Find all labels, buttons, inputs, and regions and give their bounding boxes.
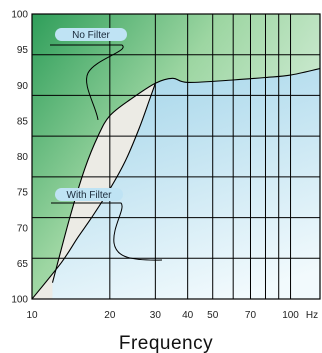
x-tick-labels: 10 20 30 40 50 70 100 — [26, 310, 299, 321]
x-tick-label: 100 — [282, 310, 299, 321]
y-tick-label: 95 — [17, 45, 29, 56]
x-tick-label: 40 — [182, 310, 194, 321]
y-tick-label: 75 — [17, 188, 29, 199]
y-tick-label: 85 — [17, 116, 29, 127]
callout-pill — [55, 28, 127, 41]
legend-callouts: No Filter With Filter — [50, 28, 163, 261]
callout-no-filter: No Filter — [50, 28, 127, 120]
callout-label: No Filter — [72, 30, 110, 41]
y-tick-label: 100 — [11, 295, 28, 306]
x-tick-label: 10 — [26, 310, 38, 321]
y-tick-labels: 100 95 90 85 80 75 70 65 100 — [11, 10, 28, 306]
plot-frame — [31, 13, 321, 300]
x-axis-title: Frequency — [119, 333, 213, 353]
y-tick-label: 80 — [17, 152, 29, 163]
callout-leader-line — [51, 202, 163, 261]
y-tick-label: 65 — [17, 259, 29, 270]
x-tick-label: 30 — [150, 310, 162, 321]
y-tick-label: 70 — [17, 223, 29, 234]
x-tick-label: 70 — [245, 310, 257, 321]
x-unit-label: Hz — [306, 310, 318, 321]
callout-leader-line — [50, 44, 124, 120]
callout-pill — [55, 188, 123, 201]
y-tick-label: 90 — [17, 81, 29, 92]
x-tick-label: 50 — [207, 310, 219, 321]
x-tick-label: 20 — [104, 310, 116, 321]
vertical-gridlines — [109, 14, 292, 299]
callout-with-filter: With Filter — [51, 188, 163, 261]
callout-label: With Filter — [67, 190, 113, 201]
y-tick-label: 100 — [11, 10, 28, 21]
